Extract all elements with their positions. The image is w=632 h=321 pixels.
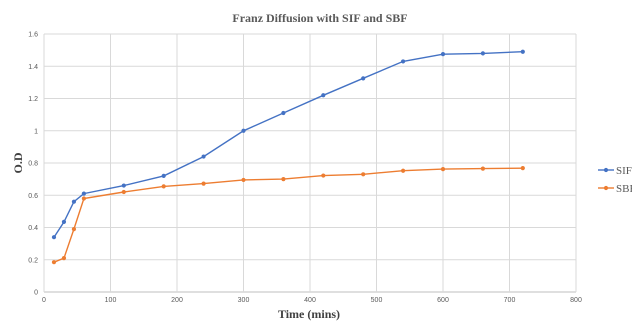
data-point-sbf [281, 177, 286, 182]
data-point-sbf [61, 256, 67, 261]
x-tick-label: 700 [504, 297, 516, 304]
x-tick-label: 200 [171, 297, 183, 304]
x-tick-label: 600 [437, 297, 449, 304]
data-point-sbf [520, 166, 525, 171]
data-point-sif [71, 199, 77, 204]
data-point-sif [241, 128, 246, 133]
data-point-sif [121, 183, 126, 188]
axes: 0 0.2 0.4 0.6 0.8 1 1.2 1.4 1.6 0 100 200 300 400 500 6… [28, 32, 582, 305]
data-point-sbf [161, 184, 166, 189]
x-tick-label: 400 [304, 297, 316, 304]
y-tick-label: 1.2 [28, 96, 38, 103]
data-point-sbf [71, 227, 77, 232]
data-point-sbf [440, 167, 446, 172]
x-tick-label: 0 [42, 297, 46, 304]
legend-label-sbf: SBF [616, 183, 632, 195]
x-tick-label: 800 [570, 297, 582, 304]
data-point-sif [520, 49, 525, 54]
legend-label-sif: SIF [616, 165, 632, 177]
legend-marker-sif [603, 167, 609, 173]
data-point-sbf [361, 172, 366, 177]
data-point-sbf [201, 181, 206, 186]
legend-marker-sbf [603, 185, 609, 191]
data-point-sif [61, 219, 67, 224]
series-line-sif [53, 51, 523, 238]
x-tick-label: 500 [371, 297, 383, 304]
legend: SIF SBF [598, 165, 632, 195]
y-tick-label: 1 [34, 128, 38, 135]
data-point-sif [81, 191, 86, 196]
x-tick-label: 100 [105, 297, 117, 304]
data-point-sif [401, 59, 406, 64]
y-tick-label: 1.6 [28, 32, 38, 39]
gridlines [43, 33, 577, 293]
data-point-sif [440, 52, 446, 57]
chart-title: Franz Diffusion with SIF and SBF [232, 11, 407, 25]
data-point-sbf [241, 177, 246, 183]
data-point-sbf [51, 260, 57, 265]
y-tick-label: 0.2 [28, 257, 38, 264]
data-point-sif [321, 93, 326, 98]
data-point-sbf [121, 189, 126, 195]
data-point-sif [201, 154, 206, 159]
y-tick-label: 0.6 [28, 193, 38, 200]
y-tick-label: 0.4 [28, 225, 38, 232]
series-layer [51, 49, 525, 265]
data-point-sif [281, 110, 286, 116]
y-tick-label: 0.8 [28, 161, 38, 168]
series-line-sbf [53, 167, 523, 263]
data-point-sif [51, 235, 57, 240]
y-tick-label: 1.4 [28, 64, 38, 71]
data-point-sbf [401, 168, 406, 173]
x-axis-title: Time (mins) [278, 307, 340, 321]
data-point-sbf [480, 166, 485, 171]
data-point-sif [361, 76, 366, 81]
y-tick-label: 0 [34, 290, 38, 297]
data-point-sbf [321, 173, 326, 178]
x-tick-label: 300 [238, 297, 250, 304]
data-point-sif [480, 51, 485, 56]
y-axis-title: O.D [11, 152, 25, 173]
data-point-sbf [81, 196, 86, 201]
data-point-sif [161, 173, 166, 178]
